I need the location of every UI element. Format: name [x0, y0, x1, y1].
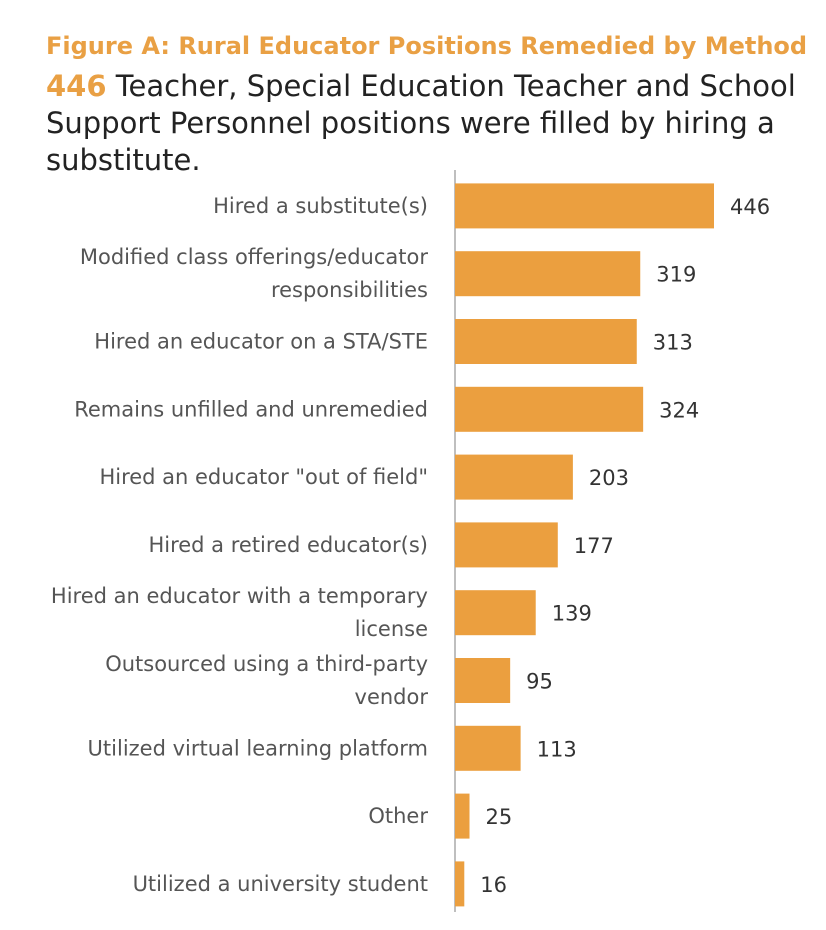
- category-label: Utilized a university student: [133, 872, 428, 896]
- bar: [455, 658, 511, 703]
- bar: [455, 386, 644, 432]
- bar: [455, 319, 637, 364]
- category-label: Modified class offerings/educator respons…: [80, 245, 429, 302]
- category-label: Outsourced using a third-party vendor: [105, 652, 428, 709]
- chart-title: Figure A: Rural Educator Positions Remed…: [46, 32, 808, 60]
- data-label: 446: [730, 195, 770, 219]
- category-label: Hired a substitute(s): [213, 194, 428, 218]
- category-label: Hired a retired educator(s): [148, 533, 428, 557]
- data-label: 95: [526, 670, 553, 694]
- data-label: 113: [537, 737, 577, 761]
- data-label: 25: [486, 805, 513, 829]
- chart-subtitle: 446 Teacher, Special Education Teacher a…: [46, 68, 806, 179]
- bar: [455, 793, 470, 839]
- category-label: Hired an educator "out of field": [99, 465, 428, 489]
- data-label: 324: [659, 398, 699, 422]
- category-label: Hired an educator with a temporary licens…: [51, 584, 428, 641]
- data-label: 313: [653, 331, 693, 355]
- bar: [455, 251, 641, 297]
- bar: [455, 522, 558, 568]
- bar: [455, 454, 573, 500]
- category-label: Other: [368, 804, 428, 828]
- bar: [455, 183, 714, 229]
- bar: [455, 861, 465, 907]
- data-label: 139: [552, 602, 592, 626]
- data-label: 319: [656, 263, 696, 287]
- category-label: Utilized virtual learning platform: [88, 736, 428, 760]
- data-label: 16: [480, 873, 507, 897]
- category-label: Hired an educator on a STA/STE: [94, 330, 428, 354]
- bar: [455, 590, 536, 636]
- data-label: 203: [589, 466, 629, 490]
- subtitle-text: Teacher, Special Education Teacher and S…: [46, 69, 796, 177]
- category-label: Remains unfilled and unremedied: [74, 397, 428, 421]
- bar: [455, 725, 521, 771]
- subtitle-highlight-number: 446: [46, 69, 107, 103]
- data-label: 177: [574, 534, 614, 558]
